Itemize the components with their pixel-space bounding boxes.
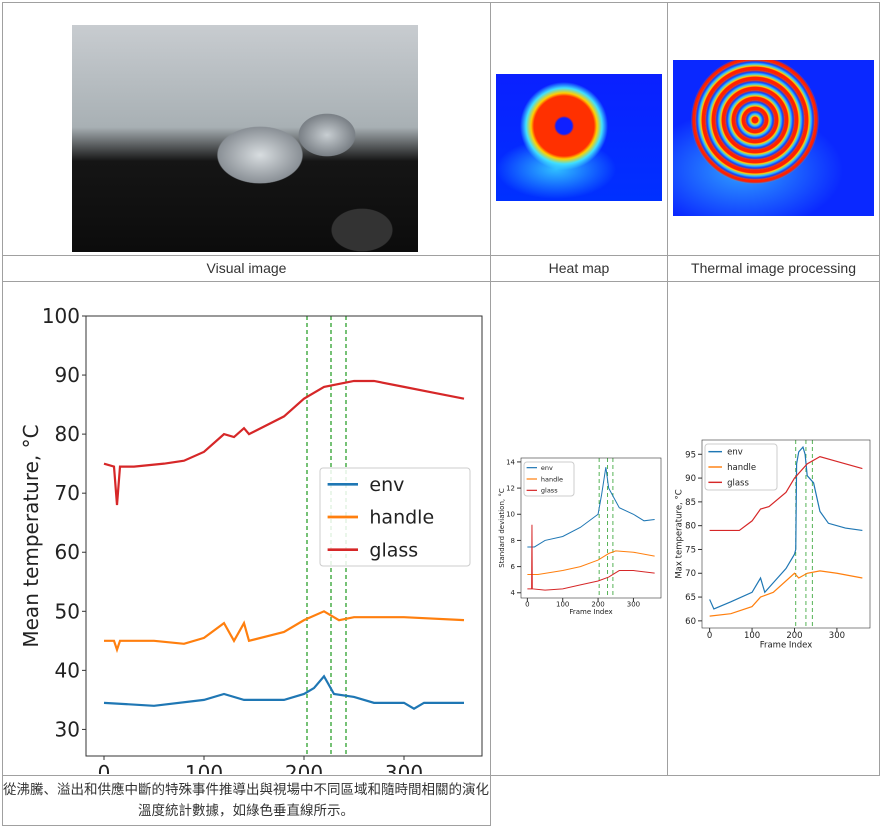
legend-label-env: env bbox=[541, 464, 553, 472]
legend-label-handle: handle bbox=[727, 463, 756, 473]
plot-frame bbox=[85, 315, 483, 757]
legend-box bbox=[704, 443, 778, 491]
legend-label-glass: glass bbox=[727, 478, 749, 488]
series-line-glass bbox=[527, 524, 655, 591]
max-temperature-chart: 0 100 200 300 60 65 70 75 80 85 90 95 Frame Index Max… bbox=[675, 439, 871, 651]
heat-map-label: Heat map bbox=[548, 260, 610, 276]
x-tick-label: 100 bbox=[744, 631, 760, 641]
plot-frame bbox=[520, 457, 662, 599]
series-line-handle bbox=[104, 610, 465, 654]
y-tick-label: 100 bbox=[42, 304, 80, 328]
x-tick-label: 0 bbox=[525, 600, 529, 608]
y-tick-label: 65 bbox=[685, 593, 696, 603]
y-axis-label: Max temperature, °C bbox=[675, 489, 685, 578]
y-tick-label: 70 bbox=[685, 569, 696, 579]
y-tick-label: 10 bbox=[506, 511, 515, 519]
y-tick-label: 75 bbox=[685, 545, 696, 555]
series-line-env bbox=[527, 467, 655, 548]
y-tick-label: 60 bbox=[55, 540, 80, 564]
x-axis-label: Frame Index bbox=[760, 641, 813, 651]
legend-label-handle: handle bbox=[369, 507, 434, 529]
x-tick-label: 300 bbox=[627, 600, 640, 608]
x-tick-label: 200 bbox=[786, 631, 802, 641]
y-axis-label: Mean temperature, °C bbox=[19, 424, 43, 647]
legend-label-env: env bbox=[369, 474, 404, 496]
y-tick-label: 80 bbox=[55, 422, 80, 446]
legend-box bbox=[319, 467, 471, 567]
x-axis-label: Frame Index bbox=[569, 608, 612, 616]
series-line-env bbox=[709, 445, 863, 610]
legend-label-glass: glass bbox=[369, 539, 418, 561]
x-tick-label: 0 bbox=[98, 761, 111, 774]
legend-label-env: env bbox=[727, 448, 743, 458]
series-line-glass bbox=[103, 379, 465, 506]
y-tick-label: 14 bbox=[506, 458, 515, 466]
y-tick-label: 40 bbox=[55, 658, 80, 682]
series-line-glass bbox=[709, 456, 863, 532]
series-line-env bbox=[103, 674, 464, 711]
x-tick-label: 100 bbox=[556, 600, 569, 608]
y-axis-label: Standard deviation, °C bbox=[498, 488, 506, 568]
thermal-image bbox=[673, 60, 874, 216]
x-tick-label: 300 bbox=[829, 631, 845, 641]
y-tick-label: 4 bbox=[511, 589, 516, 597]
mean-temperature-chart: 010020030030405060708090100Frame IndexMe… bbox=[19, 304, 483, 774]
thermal-label: Thermal image processing bbox=[691, 260, 856, 276]
x-tick-label: 200 bbox=[591, 600, 604, 608]
y-tick-label: 8 bbox=[511, 537, 515, 545]
x-tick-label: 300 bbox=[385, 761, 423, 774]
y-tick-label: 30 bbox=[55, 717, 80, 741]
y-tick-label: 95 bbox=[685, 450, 696, 460]
legend-label-glass: glass bbox=[541, 487, 558, 495]
visual-image-label: Visual image bbox=[206, 260, 287, 276]
max-chart-cell bbox=[667, 281, 880, 776]
legend-box bbox=[523, 461, 575, 497]
y-tick-label: 50 bbox=[55, 599, 80, 623]
std-deviation-chart: 0 100 200 300 4 6 8 10 12 14 Frame Index Standard d… bbox=[498, 457, 662, 616]
plot-frame bbox=[701, 439, 871, 629]
y-tick-label: 70 bbox=[55, 481, 80, 505]
y-tick-label: 6 bbox=[511, 563, 516, 571]
y-tick-label: 85 bbox=[685, 498, 696, 508]
y-tick-label: 90 bbox=[685, 474, 696, 484]
stove-photo bbox=[72, 25, 418, 252]
caption-cell bbox=[2, 775, 491, 826]
y-tick-label: 90 bbox=[55, 363, 80, 387]
series-line-handle bbox=[709, 570, 863, 617]
y-tick-label: 60 bbox=[685, 617, 696, 627]
y-tick-label: 80 bbox=[685, 522, 696, 532]
x-tick-label: 100 bbox=[185, 761, 223, 774]
legend-label-handle: handle bbox=[541, 475, 563, 483]
x-tick-label: 200 bbox=[285, 761, 323, 774]
y-tick-label: 12 bbox=[506, 485, 515, 493]
heat-map-image bbox=[496, 74, 662, 201]
x-tick-label: 0 bbox=[707, 631, 712, 641]
series-line-handle bbox=[527, 550, 655, 575]
caption: 從沸騰、溢出和供應中斷的特殊事件推導出與視場中不同區域和隨時間相關的演化溫度統計… bbox=[3, 782, 489, 818]
